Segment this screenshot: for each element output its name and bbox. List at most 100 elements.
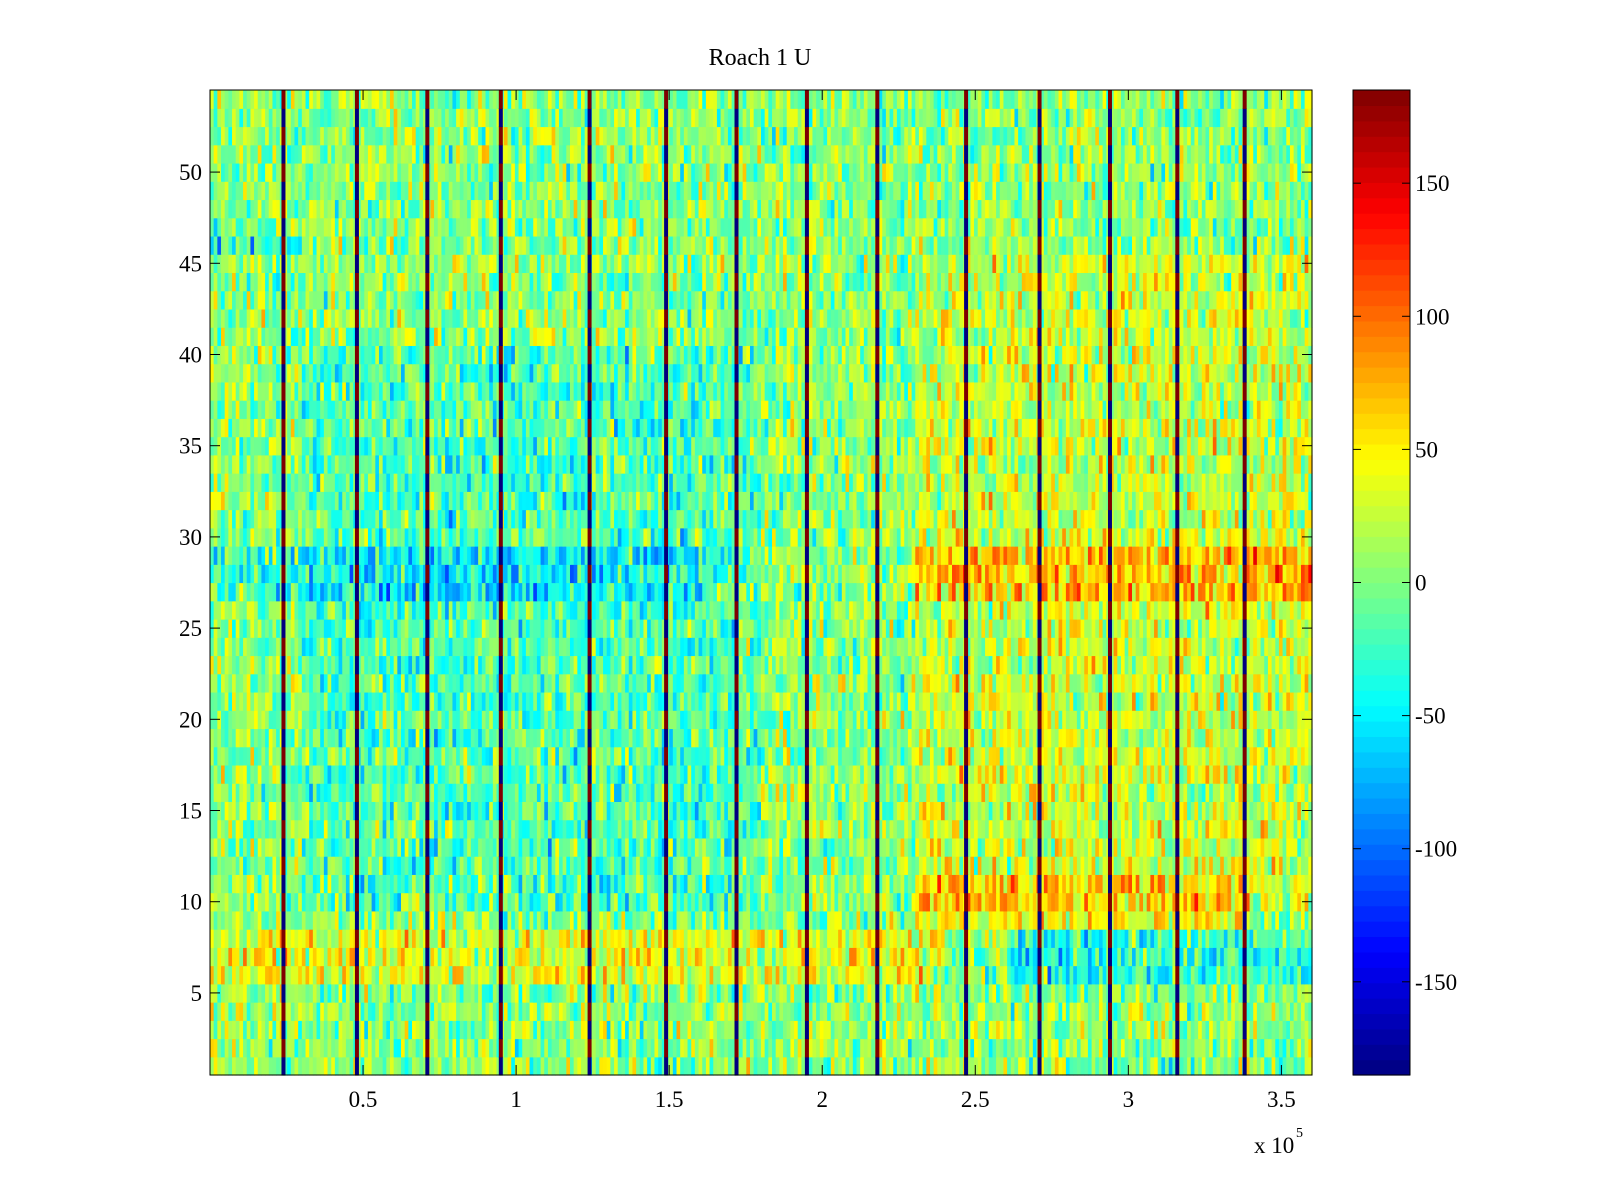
heatmap-cell (852, 965, 858, 985)
heatmap-cell (797, 1002, 802, 1021)
heatmap-cell (705, 1038, 711, 1058)
heatmap-cell (955, 1056, 960, 1076)
heatmap-cell (1025, 929, 1030, 948)
heatmap-cell (1124, 783, 1129, 802)
heatmap-cell (966, 856, 971, 875)
heatmap-cell (636, 837, 641, 857)
heatmap-cell (797, 764, 802, 784)
heatmap-cell (386, 801, 391, 821)
heatmap-cell (239, 965, 244, 985)
heatmap-cell (375, 1056, 380, 1076)
heatmap-cell (485, 837, 490, 857)
heatmap-cell (327, 856, 332, 875)
heatmap-cell (753, 910, 758, 930)
heatmap-cell (860, 783, 865, 802)
heatmap-cell (808, 856, 814, 875)
heatmap-cell (243, 947, 248, 967)
heatmap-cell (514, 910, 520, 930)
heatmap-cell (250, 837, 255, 857)
heatmap-cell (834, 837, 839, 857)
heatmap-cell (592, 983, 597, 1003)
heatmap-cell (496, 783, 501, 802)
heatmap-cell (896, 1056, 902, 1076)
heatmap-cell (1256, 1038, 1262, 1058)
heatmap-cell (1117, 910, 1122, 930)
heatmap-cell (775, 983, 780, 1003)
heatmap-cell (614, 1056, 619, 1076)
heatmap-cell (268, 1002, 274, 1021)
heatmap-cell (922, 801, 927, 821)
heatmap-cell (621, 910, 626, 930)
heatmap-cell (1227, 874, 1232, 894)
heatmap-cell (533, 983, 538, 1003)
heatmap-cell (562, 801, 567, 821)
heatmap-cell (1278, 983, 1284, 1003)
heatmap-cell (882, 983, 887, 1003)
heatmap-cell (210, 947, 215, 967)
heatmap-cell (1120, 892, 1126, 912)
heatmap-cell (617, 1038, 623, 1058)
heatmap-cell (371, 1002, 376, 1021)
heatmap-cell (581, 910, 586, 930)
heatmap-cell (724, 947, 729, 967)
heatmap-cell (551, 801, 556, 821)
heatmap-cell (1300, 783, 1306, 802)
heatmap-cell (283, 819, 288, 839)
heatmap-cell (349, 1038, 354, 1058)
heatmap-cell (654, 929, 659, 948)
heatmap-cell (988, 801, 994, 821)
heatmap-cell (533, 1056, 538, 1076)
heatmap-cell (1216, 837, 1221, 857)
heatmap-cell (334, 910, 340, 930)
heatmap-cell (389, 1020, 395, 1040)
heatmap-cell (481, 1038, 487, 1058)
heatmap-cell (375, 801, 380, 821)
heatmap-cell (1021, 856, 1027, 875)
heatmap-cell (474, 874, 479, 894)
heatmap-cell (1212, 819, 1218, 839)
heatmap-cell (254, 910, 259, 930)
heatmap-cell (1249, 983, 1254, 1003)
heatmap-cell (316, 819, 321, 839)
heatmap-cell (323, 837, 329, 857)
heatmap-cell (533, 856, 538, 875)
heatmap-cell (617, 819, 623, 839)
heatmap-cell (823, 983, 828, 1003)
heatmap-cell (761, 783, 766, 802)
heatmap-cell (819, 929, 825, 948)
heatmap-cell (680, 965, 685, 985)
heatmap-cell (1271, 983, 1276, 1003)
heatmap-cell (1010, 983, 1016, 1003)
heatmap-cell (632, 819, 637, 839)
heatmap-cell (625, 983, 630, 1003)
heatmap-cell (1109, 1020, 1115, 1040)
heatmap-cell (569, 983, 575, 1003)
heatmap-cell (1021, 929, 1027, 948)
heatmap-cell (382, 764, 387, 784)
heatmap-cell (305, 801, 310, 821)
heatmap-cell (867, 892, 872, 912)
heatmap-cell (378, 892, 384, 912)
heatmap-cell (775, 783, 780, 802)
heatmap-cell (334, 929, 340, 948)
heatmap-cell (926, 1038, 931, 1058)
heatmap-cell (1260, 947, 1265, 967)
heatmap-cell (952, 801, 957, 821)
heatmap-cell (1205, 965, 1210, 985)
heatmap-cell (1172, 874, 1177, 894)
heatmap-cell (775, 1038, 780, 1058)
heatmap-cell (830, 947, 836, 967)
heatmap-cell (235, 983, 240, 1003)
heatmap-cell (525, 929, 531, 948)
heatmap-cell (647, 965, 652, 985)
heatmap-cell (268, 910, 274, 930)
heatmap-cell (705, 983, 711, 1003)
heatmap-cell (445, 1020, 450, 1040)
heatmap-cell (827, 819, 832, 839)
heatmap-cell (360, 764, 365, 784)
heatmap-cell (389, 764, 395, 784)
heatmap-cell (816, 929, 821, 948)
heatmap-cell (503, 929, 509, 948)
heatmap-cell (507, 801, 512, 821)
heatmap-cell (301, 801, 307, 821)
